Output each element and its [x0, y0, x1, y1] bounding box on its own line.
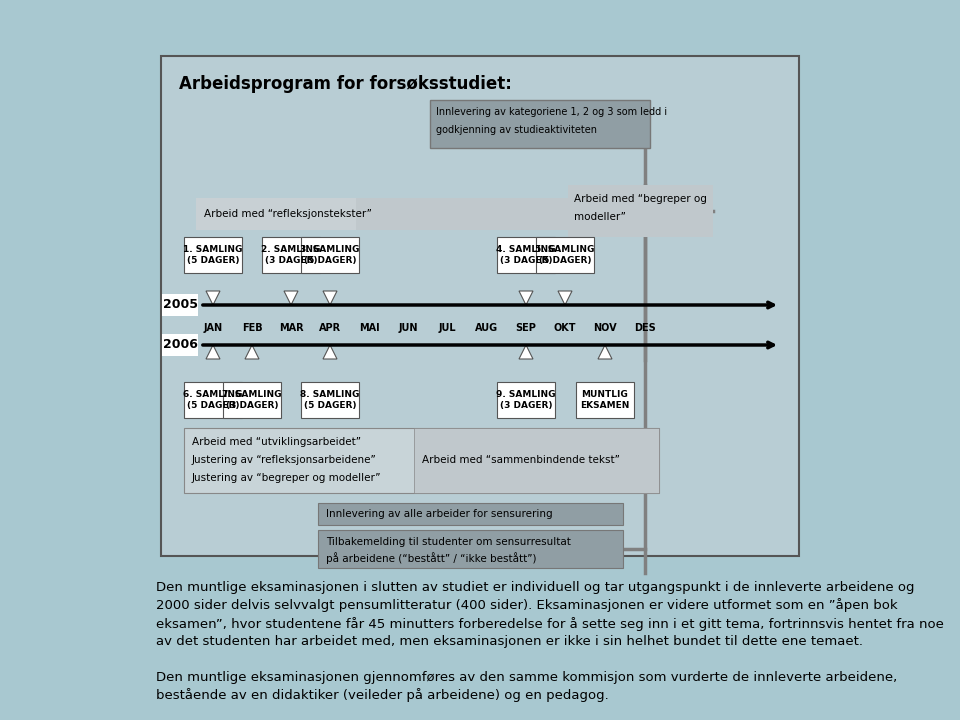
Text: APR: APR [319, 323, 341, 333]
Polygon shape [598, 345, 612, 359]
Text: Den muntlige eksaminasjonen gjennomføres av den samme kommisjon som vurderte de : Den muntlige eksaminasjonen gjennomføres… [156, 671, 898, 702]
Bar [356, 198, 586, 230]
Polygon shape [206, 291, 220, 305]
Bar [301, 382, 359, 418]
Bar [497, 382, 555, 418]
Text: 3. SAMLING
(5 DAGER): 3. SAMLING (5 DAGER) [300, 245, 360, 265]
Text: 8. SAMLING
(5 DAGER): 8. SAMLING (5 DAGER) [300, 390, 360, 410]
Text: FEB: FEB [242, 323, 262, 333]
Polygon shape [284, 291, 298, 305]
Bar [196, 198, 586, 230]
Polygon shape [558, 291, 572, 305]
Text: Justering av “refleksjonsarbeidene”: Justering av “refleksjonsarbeidene” [192, 455, 376, 465]
Bar [162, 294, 198, 316]
Bar [568, 185, 640, 237]
Text: MAR: MAR [278, 323, 303, 333]
Text: 2006: 2006 [162, 338, 198, 351]
Text: MAI: MAI [359, 323, 379, 333]
Text: Arbeid med “utviklingsarbeidet”: Arbeid med “utviklingsarbeidet” [192, 437, 361, 447]
Text: JUN: JUN [398, 323, 418, 333]
Bar [162, 334, 198, 356]
Polygon shape [245, 345, 259, 359]
Polygon shape [519, 345, 533, 359]
Text: 1. SAMLING
(5 DAGER): 1. SAMLING (5 DAGER) [183, 245, 243, 265]
Text: godkjenning av studieaktiviteten: godkjenning av studieaktiviteten [436, 125, 597, 135]
Text: JUL: JUL [438, 323, 456, 333]
Text: 4. SAMLING
(3 DAGER): 4. SAMLING (3 DAGER) [496, 245, 556, 265]
Text: Arbeidsprogram for forsøksstudiet:: Arbeidsprogram for forsøksstudiet: [179, 75, 512, 93]
Bar [414, 428, 659, 493]
Bar [318, 530, 623, 568]
Text: Innlevering av kategoriene 1, 2 og 3 som ledd i: Innlevering av kategoriene 1, 2 og 3 som… [436, 107, 667, 117]
Text: AUG: AUG [475, 323, 498, 333]
Text: OKT: OKT [554, 323, 576, 333]
Text: Arbeid med “begreper og: Arbeid med “begreper og [574, 194, 707, 204]
Bar [497, 237, 555, 273]
Text: Arbeid med “refleksjonstekster”: Arbeid med “refleksjonstekster” [204, 209, 372, 219]
Text: 5. SAMLING
(5 DAGER): 5. SAMLING (5 DAGER) [536, 245, 594, 265]
Bar [568, 185, 713, 237]
Text: DES: DES [635, 323, 656, 333]
Polygon shape [323, 345, 337, 359]
Text: 7. SAMLING
(3 DAGER): 7. SAMLING (3 DAGER) [223, 390, 281, 410]
Text: JAN: JAN [204, 323, 223, 333]
Bar [318, 503, 623, 525]
Text: Den muntlige eksaminasjonen i slutten av studiet er individuell og tar utgangspu: Den muntlige eksaminasjonen i slutten av… [156, 581, 944, 648]
Text: 9. SAMLING
(3 DAGER): 9. SAMLING (3 DAGER) [496, 390, 556, 410]
Polygon shape [206, 345, 220, 359]
Text: MUNTLIG
EKSAMEN: MUNTLIG EKSAMEN [580, 390, 630, 410]
Text: NOV: NOV [593, 323, 617, 333]
Bar [301, 237, 359, 273]
Bar [184, 428, 659, 493]
Text: 6. SAMLING
(5 DAGER): 6. SAMLING (5 DAGER) [183, 390, 243, 410]
Bar [262, 237, 320, 273]
Bar [576, 382, 634, 418]
Bar [184, 237, 242, 273]
Bar [536, 237, 594, 273]
Text: SEP: SEP [516, 323, 537, 333]
Polygon shape [323, 291, 337, 305]
Text: 2. SAMLING
(3 DAGER): 2. SAMLING (3 DAGER) [261, 245, 321, 265]
Bar [184, 382, 242, 418]
Text: på arbeidene (“bestått” / “ikke bestått”): på arbeidene (“bestått” / “ikke bestått”… [326, 552, 537, 564]
Bar [223, 382, 281, 418]
Text: Arbeid med “sammenbindende tekst”: Arbeid med “sammenbindende tekst” [422, 455, 620, 465]
Bar [430, 100, 650, 148]
Text: Justering av “begreper og modeller”: Justering av “begreper og modeller” [192, 473, 381, 483]
Polygon shape [519, 291, 533, 305]
Text: Tilbakemelding til studenter om sensurresultat: Tilbakemelding til studenter om sensurre… [326, 537, 571, 547]
Text: 2005: 2005 [162, 299, 198, 312]
Text: modeller”: modeller” [574, 212, 626, 222]
Bar [161, 56, 799, 556]
Text: Innlevering av alle arbeider for sensurering: Innlevering av alle arbeider for sensure… [326, 509, 553, 519]
